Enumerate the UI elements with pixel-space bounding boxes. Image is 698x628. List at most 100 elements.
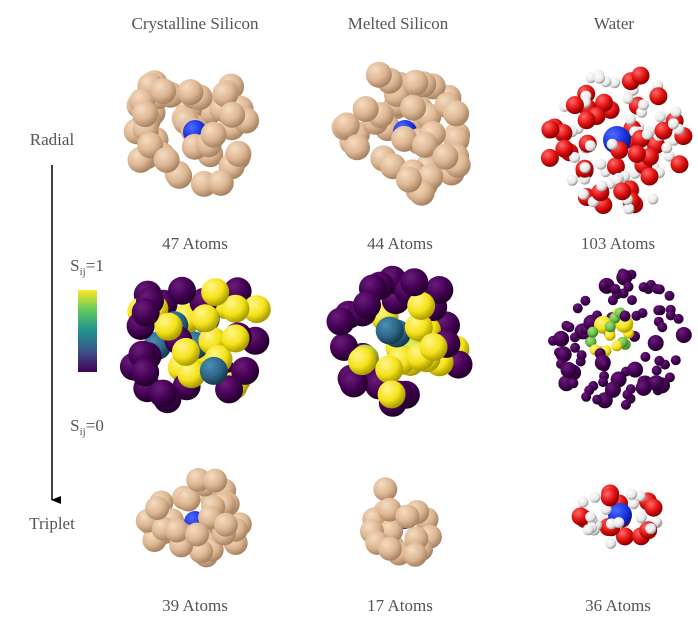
atom [592, 394, 603, 405]
atom [215, 375, 244, 404]
atom [132, 101, 159, 128]
atom [400, 94, 426, 121]
atom [377, 380, 406, 409]
column-title: Crystalline Silicon [131, 14, 259, 33]
atom [148, 379, 177, 408]
atom [541, 120, 560, 139]
atom [581, 391, 592, 402]
atom [638, 282, 649, 293]
atom [600, 503, 612, 515]
column-title: Melted Silicon [348, 14, 449, 33]
atom [623, 281, 634, 292]
atom [578, 188, 589, 200]
atom [571, 507, 590, 526]
atom [631, 310, 642, 321]
atom [600, 488, 619, 507]
atom [153, 146, 180, 173]
atom [375, 355, 404, 384]
atom [344, 134, 370, 161]
atom [631, 66, 650, 85]
atom [402, 69, 429, 96]
atom [199, 356, 228, 385]
atom [595, 158, 607, 170]
atom [560, 361, 577, 378]
colorbar-label: Sij=0 [70, 416, 104, 438]
atom [582, 524, 594, 536]
atom [203, 468, 228, 493]
atom [626, 488, 638, 500]
atom [576, 350, 587, 361]
atom [634, 490, 646, 502]
atom [653, 305, 664, 316]
atom [665, 310, 676, 321]
atom [654, 121, 673, 140]
atom [651, 365, 662, 376]
atom [191, 304, 220, 333]
atom [164, 518, 189, 543]
atom [176, 487, 201, 512]
atom-count: 39 Atoms [162, 596, 228, 615]
symbol: S [70, 256, 79, 275]
atom [221, 294, 250, 323]
atom [200, 121, 227, 148]
atom [221, 324, 250, 353]
atom [412, 131, 438, 158]
atom [645, 523, 657, 535]
atom [627, 145, 646, 163]
atom [611, 340, 623, 352]
column-title: Water [594, 14, 634, 33]
atom [584, 140, 596, 152]
atom [605, 537, 617, 549]
atom-count: 47 Atoms [162, 234, 228, 253]
atom [231, 356, 260, 385]
atom [326, 307, 355, 336]
atom [407, 291, 436, 320]
relation: =1 [86, 256, 104, 275]
atom-clusters [119, 61, 693, 568]
atom [654, 284, 665, 295]
atom [620, 399, 631, 410]
atom [641, 128, 653, 140]
subscript: ij [80, 426, 86, 438]
atom [540, 148, 559, 167]
atom [654, 355, 665, 366]
atom [663, 150, 675, 162]
atom [375, 316, 404, 345]
atom [640, 167, 659, 186]
atom [647, 335, 664, 351]
atom [598, 377, 609, 388]
atom [168, 276, 196, 305]
atom [622, 389, 633, 400]
row-label: Radial [30, 130, 75, 149]
atom [589, 491, 601, 503]
atom [212, 81, 239, 108]
atom [661, 142, 673, 154]
atom [657, 322, 668, 333]
atom [377, 536, 402, 561]
atom [569, 152, 581, 163]
colorbar-label: Sij=1 [70, 256, 104, 278]
atom [131, 358, 160, 387]
atom [425, 276, 454, 304]
atom [564, 322, 575, 333]
atom [627, 361, 644, 378]
atom [553, 330, 570, 347]
atom [606, 138, 618, 150]
atom [615, 527, 634, 546]
atom [616, 269, 633, 286]
atom [622, 93, 634, 104]
atom [145, 496, 170, 521]
atom [594, 72, 605, 84]
atom [647, 193, 659, 205]
atom [339, 369, 368, 398]
atom [670, 155, 689, 174]
atom [150, 78, 177, 105]
atom [610, 284, 621, 294]
atom [613, 182, 632, 201]
atom [395, 504, 420, 529]
atom [635, 379, 652, 396]
atom [587, 326, 599, 338]
atom [171, 337, 200, 366]
atom [572, 303, 583, 314]
